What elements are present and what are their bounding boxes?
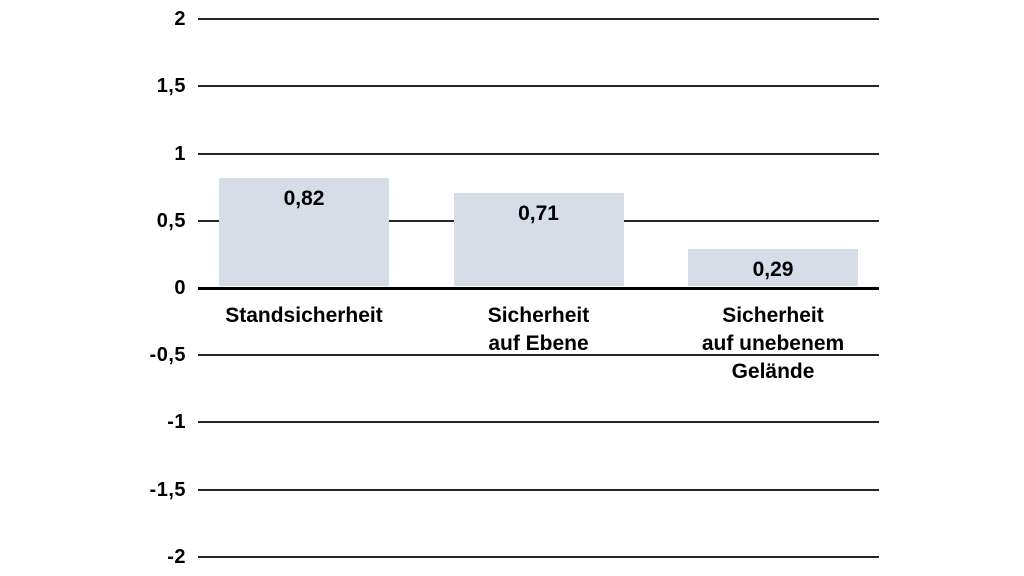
category-label-line: auf Ebene — [488, 332, 589, 355]
gridline — [198, 18, 879, 21]
x-axis-category-label: Standsicherheit — [174, 302, 434, 330]
bar-value-label: 0,82 — [283, 186, 325, 210]
category-label-line: auf unebenem — [701, 332, 845, 355]
y-axis-tick-label: -1,5 — [149, 478, 186, 501]
bar-value-label: 0,29 — [752, 258, 794, 282]
x-axis-category-label: Sicherheit auf unebenem Gelände — [643, 302, 903, 386]
bar-1 — [219, 177, 389, 287]
x-axis-zero-line — [198, 286, 879, 290]
gridline — [198, 421, 879, 424]
bar-3 — [688, 249, 858, 287]
y-axis-tick-label: 1,5 — [156, 75, 186, 98]
y-axis-tick-label: -1 — [167, 411, 186, 434]
y-axis-tick-label: -2 — [167, 545, 186, 568]
y-axis-tick-label: 1 — [174, 142, 186, 165]
bar-value-label: 0,71 — [518, 201, 559, 225]
gridline — [198, 354, 879, 357]
category-label-line: Standsicherheit — [225, 304, 383, 327]
gridline — [198, 85, 879, 88]
category-label-line: Gelände — [731, 360, 815, 383]
x-axis-category-label: Sicherheit auf Ebene — [409, 302, 669, 358]
bar-2 — [453, 192, 624, 287]
category-label-line: Sicherheit — [487, 304, 590, 327]
y-axis-tick-label: -0,5 — [149, 344, 186, 367]
y-axis-tick-label: 0,5 — [156, 209, 186, 232]
gridline — [198, 488, 879, 491]
gridline — [198, 152, 879, 155]
gridline — [198, 555, 879, 558]
y-axis-tick-label: 0 — [174, 277, 186, 299]
category-label-line: Sicherheit — [722, 304, 824, 327]
y-axis-tick-label: 2 — [174, 8, 186, 31]
